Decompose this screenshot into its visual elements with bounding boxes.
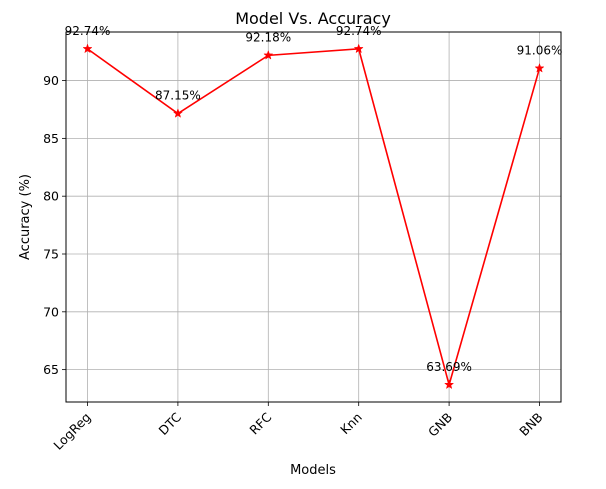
x-tick-label: BNB [516, 410, 545, 439]
data-label: 63.69% [426, 360, 472, 374]
plot-frame [65, 31, 562, 403]
y-tick-label: 90 [43, 73, 59, 88]
y-tick-label: 85 [43, 131, 59, 146]
y-axis-ticks: 65 70 75 80 85 90 [43, 73, 66, 377]
data-label: 92.74% [65, 24, 111, 38]
data-point [82, 43, 93, 54]
grid-lines [66, 32, 561, 402]
y-tick-label: 80 [43, 189, 59, 204]
accuracy-series [82, 43, 545, 390]
data-point [534, 62, 545, 73]
x-tick-label: DTC [156, 409, 185, 438]
y-axis-label: Accuracy (%) [18, 174, 33, 260]
x-tick-label: Knn [337, 410, 365, 438]
data-label: 87.15% [155, 89, 201, 103]
data-point [444, 379, 455, 390]
data-labels: 92.74% 87.15% 92.18% 92.74% 63.69% 91.06% [65, 24, 563, 374]
data-label: 92.18% [245, 30, 291, 44]
x-tick-label: LogReg [50, 410, 93, 453]
data-label: 92.74% [336, 24, 382, 38]
data-point [263, 50, 274, 60]
chart-title: Model Vs. Accuracy [235, 9, 391, 28]
x-tick-label: RFC [246, 409, 274, 437]
x-tick-label: GNB [425, 410, 455, 440]
x-axis-ticks: LogReg DTC RFC Knn GNB BNB [50, 402, 546, 453]
y-tick-label: 75 [43, 247, 59, 262]
data-point [353, 43, 364, 54]
x-axis-label: Models [290, 463, 336, 478]
y-tick-label: 65 [43, 362, 59, 377]
accuracy-line [87, 48, 541, 388]
data-label: 91.06% [517, 43, 563, 57]
y-tick-label: 70 [43, 304, 59, 319]
data-point [172, 108, 183, 118]
